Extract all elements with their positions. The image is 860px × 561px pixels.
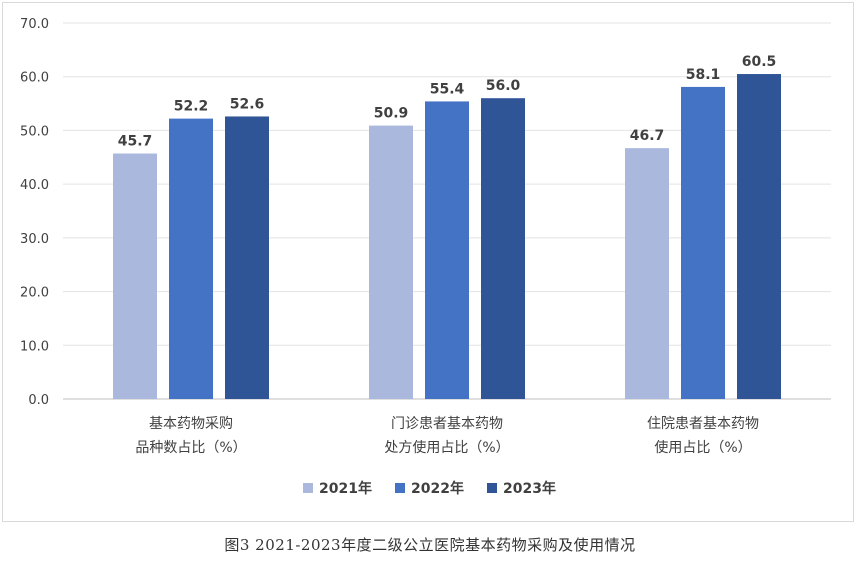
bar — [225, 116, 269, 399]
legend-entry: 2022年 — [411, 480, 464, 497]
legend: 2021年 2022年 2023年 — [303, 480, 556, 497]
bar — [481, 98, 525, 399]
legend-swatch — [303, 483, 313, 493]
data-label: 55.4 — [430, 81, 465, 97]
category-label: 处方使用占比（%） — [384, 439, 509, 456]
legend-entry: 2021年 — [319, 480, 372, 497]
y-tick-label: 60.0 — [20, 71, 49, 86]
y-tick-label: 0.0 — [28, 393, 49, 408]
category-label: 基本药物采购 — [149, 415, 233, 432]
legend-entry: 2023年 — [503, 480, 556, 497]
data-labels: 45.7 52.2 52.6 50.9 55.4 56.0 46.7 58.1 60.5 — [118, 54, 777, 149]
category-label: 门诊患者基本药物 — [391, 415, 503, 432]
data-label: 52.2 — [174, 99, 209, 115]
bar — [369, 125, 413, 399]
data-label: 45.7 — [118, 134, 153, 150]
legend-swatch — [395, 483, 405, 493]
legend-swatch — [487, 483, 497, 493]
bar-chart: 0.0 10.0 20.0 30.0 40.0 50.0 60.0 70.0 45.7 52.2… — [20, 17, 831, 497]
y-tick-label: 20.0 — [20, 286, 49, 301]
bars — [113, 74, 781, 400]
bar — [681, 86, 725, 400]
data-label: 58.1 — [686, 67, 721, 83]
data-label: 56.0 — [486, 78, 521, 94]
bar — [625, 148, 669, 399]
y-tick-label: 10.0 — [20, 339, 49, 354]
data-label: 46.7 — [630, 128, 665, 144]
figure-caption: 图3 2021-2023年度二级公立医院基本药物采购及使用情况 — [224, 536, 636, 554]
y-tick-label: 50.0 — [20, 124, 49, 139]
bar — [113, 153, 157, 399]
chart-frame: 0.0 10.0 20.0 30.0 40.0 50.0 60.0 70.0 45.7 52.2… — [2, 2, 854, 522]
category-label: 品种数占比（%） — [135, 440, 246, 456]
data-label: 50.9 — [374, 106, 409, 122]
y-tick-label: 70.0 — [20, 17, 49, 32]
category-label: 使用占比（%） — [654, 439, 751, 456]
y-tick-label: 40.0 — [20, 178, 49, 193]
y-axis-ticks: 0.0 10.0 20.0 30.0 40.0 50.0 60.0 70.0 — [20, 17, 49, 408]
bar — [737, 74, 781, 400]
bar — [425, 101, 469, 400]
bar — [169, 118, 213, 400]
data-label: 60.5 — [742, 54, 777, 70]
category-label: 住院患者基本药物 — [647, 415, 759, 432]
y-tick-label: 30.0 — [20, 232, 49, 247]
data-label: 52.6 — [230, 96, 265, 112]
